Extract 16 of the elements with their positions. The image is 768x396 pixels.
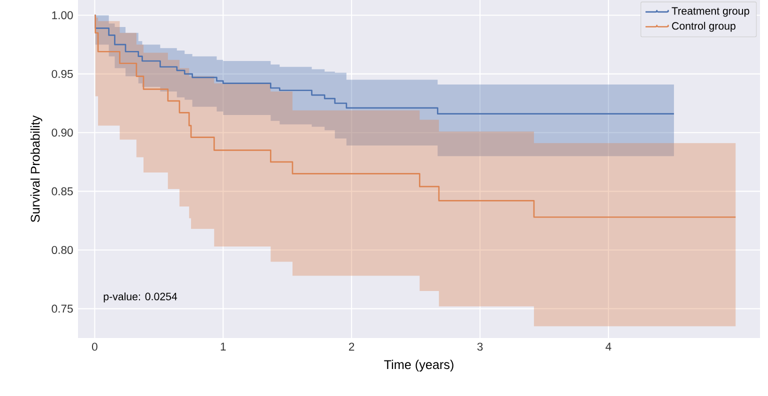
y-tick-label: 1.00 xyxy=(52,11,73,20)
legend-label: Control group xyxy=(672,22,736,32)
y-tick-label: 0.85 xyxy=(52,187,73,196)
x-tick-label: 1 xyxy=(220,342,226,350)
x-axis-title: Time (years) xyxy=(384,360,454,372)
annotation: p-value: 0.0254 xyxy=(104,292,178,302)
x-tick-label: 0 xyxy=(92,342,98,351)
x-tick-label: 3 xyxy=(477,342,483,351)
y-tick-label: 0.95 xyxy=(52,70,73,78)
y-tick-label: 0.75 xyxy=(52,304,73,313)
x-tick-label: 2 xyxy=(348,342,354,351)
y-tick-label: 0.90 xyxy=(52,128,73,137)
y-tick-label: 0.80 xyxy=(52,246,73,254)
legend-label: Treatment group xyxy=(672,7,750,17)
x-tick-label: 4 xyxy=(606,342,612,350)
y-axis-title: Survival Probability xyxy=(30,115,42,222)
